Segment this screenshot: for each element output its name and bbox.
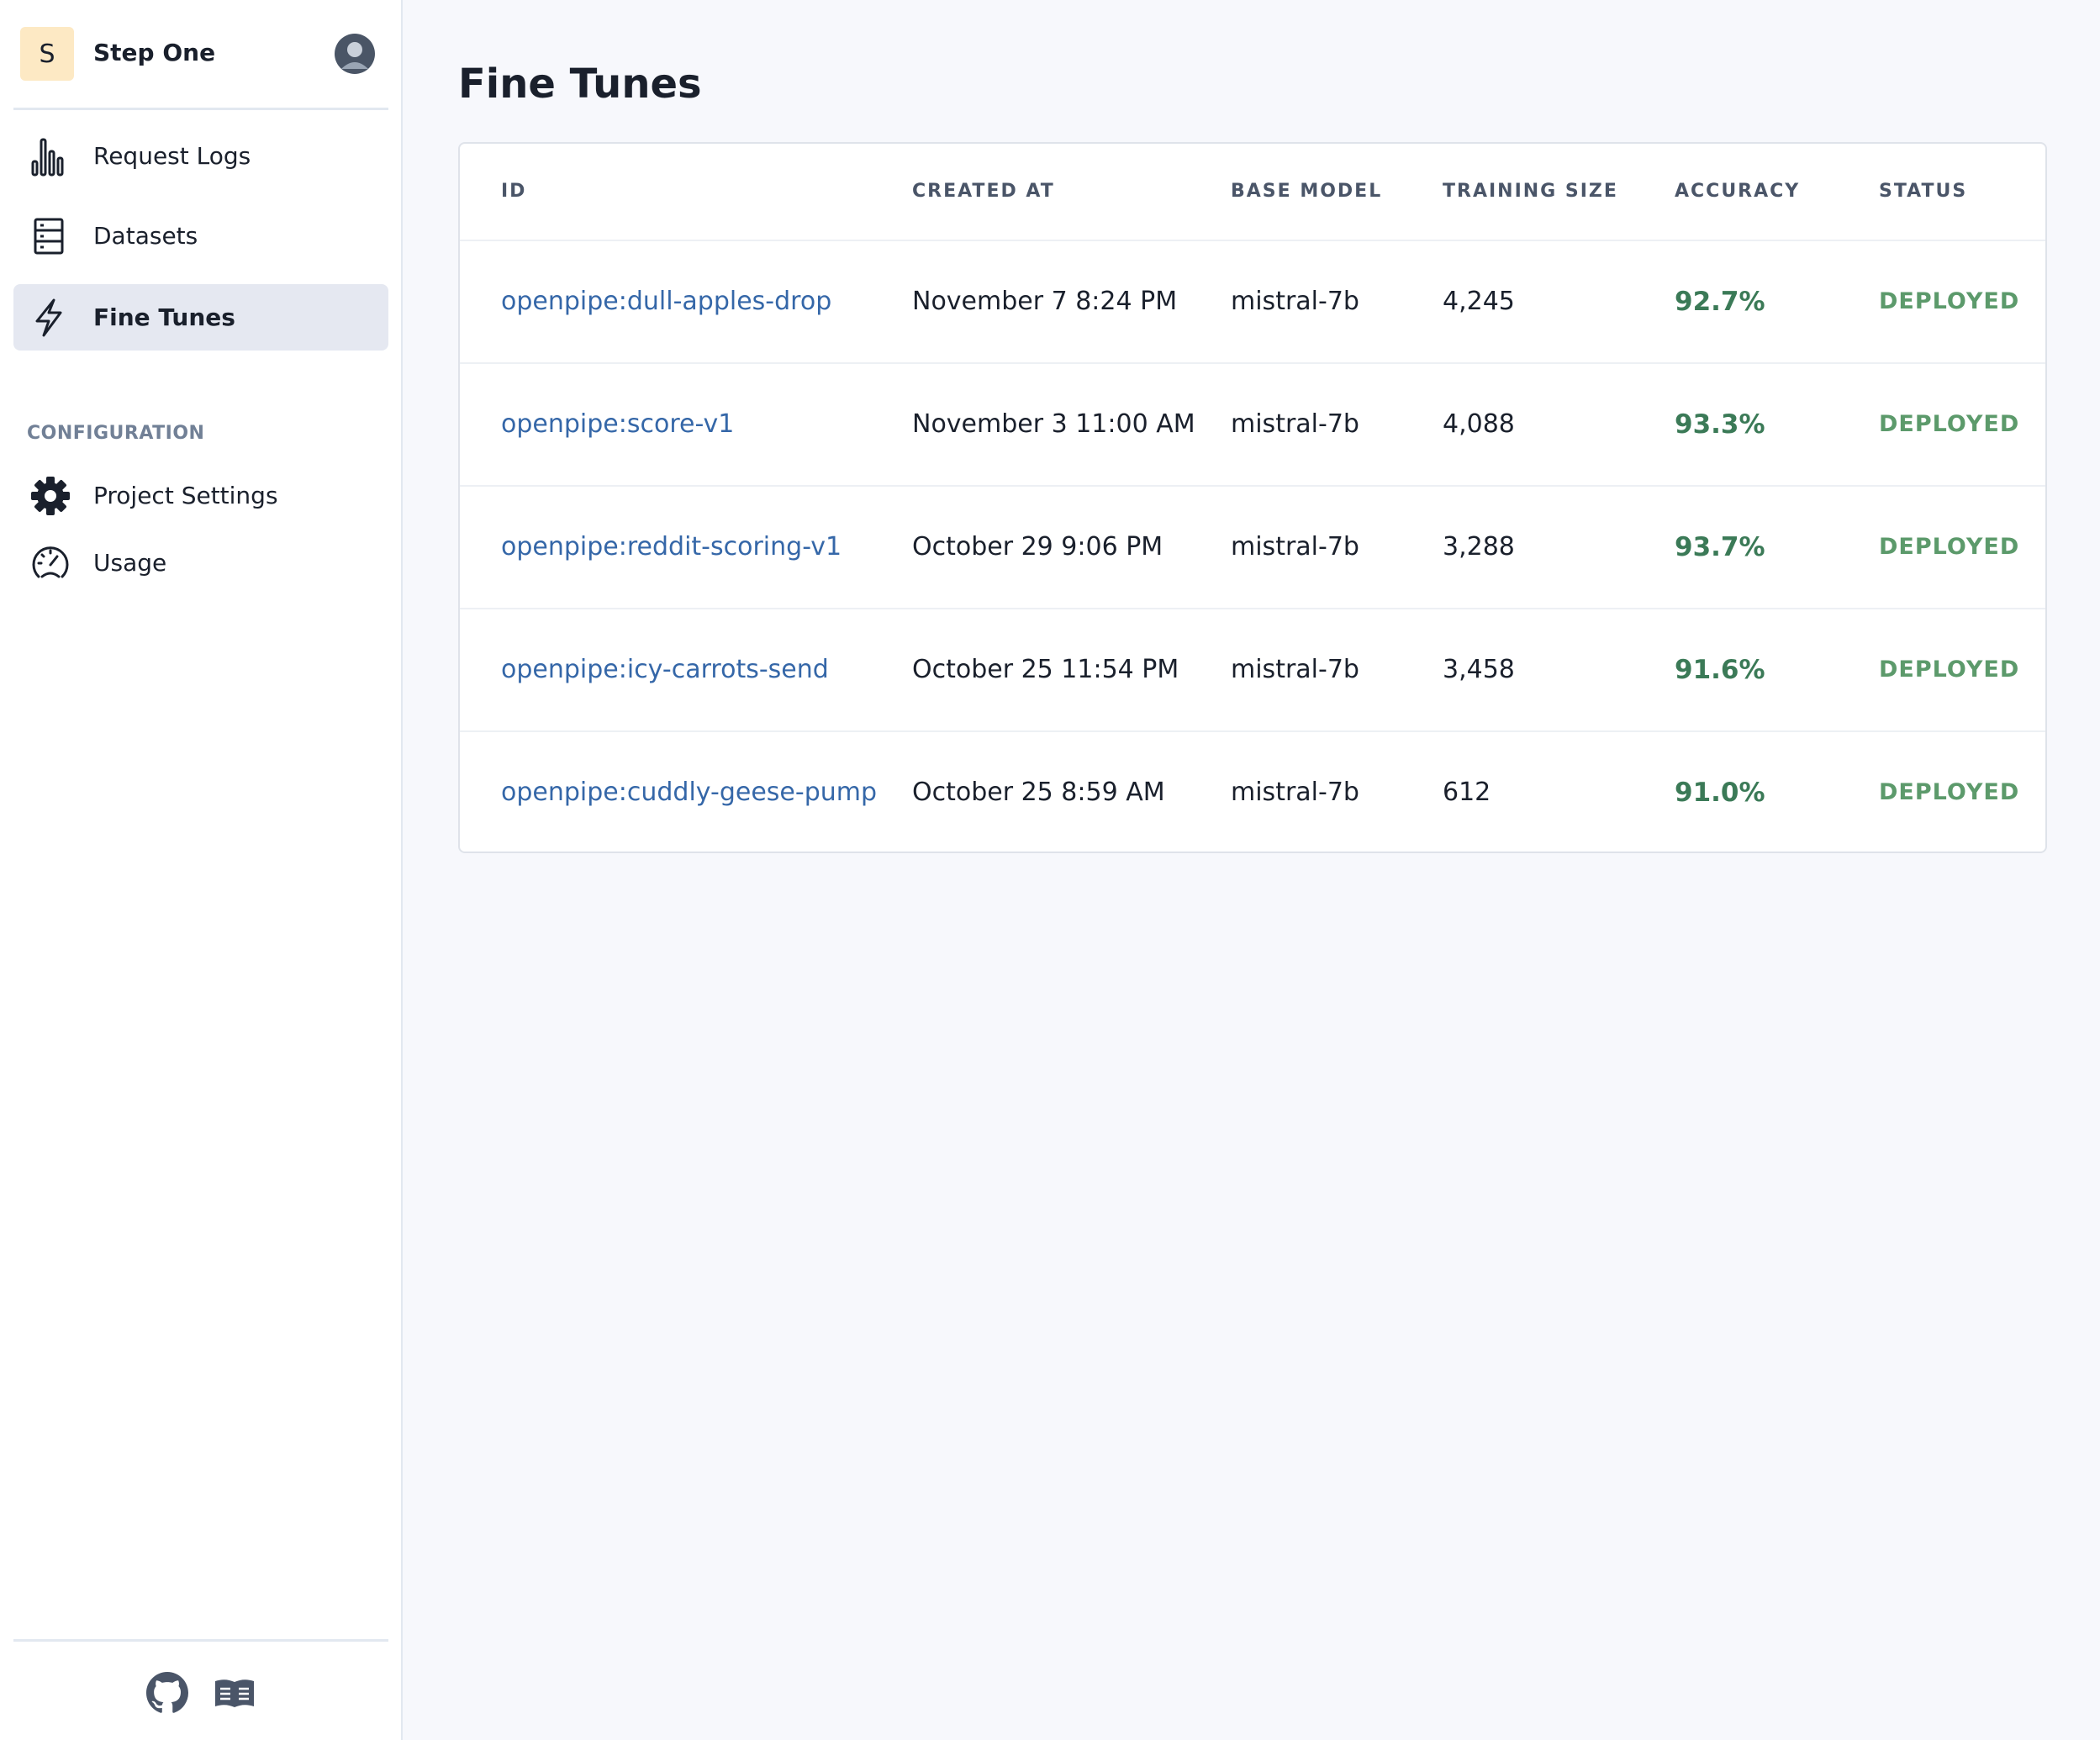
section-label: CONFIGURATION (27, 423, 205, 444)
base-model: mistral-7b (1231, 363, 1443, 487)
training-size: 3,458 (1443, 609, 1675, 732)
header-row: ID CREATED AT BASE MODEL TRAINING SIZE ACCUR… (460, 144, 2045, 241)
table-card: ID CREATED AT BASE MODEL TRAINING SIZE ACCUR… (458, 142, 2047, 853)
project-initial[interactable]: S (20, 27, 74, 81)
fine-tune-id[interactable]: openpipe:score-v1 (460, 363, 912, 487)
nav-usage[interactable]: Usage (13, 530, 388, 596)
nav-fine-tunes[interactable]: Fine Tunes (13, 284, 388, 351)
icon-bolt (35, 298, 62, 336)
divider (13, 108, 388, 110)
project-name[interactable]: Step One (93, 39, 216, 66)
nav-label: Fine Tunes (93, 303, 235, 331)
accuracy: 92.7% (1675, 240, 1879, 364)
fine-tune-id[interactable]: openpipe:dull-apples-drop (460, 240, 912, 364)
column-header: ID (460, 144, 912, 241)
table-row[interactable]: openpipe:cuddly-geese-pump October 25 8:5… (460, 731, 2045, 852)
column-header: ACCURACY (1675, 144, 1879, 241)
created-at: November 3 11:00 AM (912, 363, 1231, 487)
fine-tune-id[interactable]: openpipe:icy-carrots-send (460, 609, 912, 732)
column-header: TRAINING SIZE (1443, 144, 1675, 241)
created-at: October 25 11:54 PM (912, 609, 1231, 732)
column-header: BASE MODEL (1231, 144, 1443, 241)
page-title: Fine Tunes (458, 61, 702, 108)
status: DEPLOYED (1879, 779, 2020, 805)
column-header: CREATED AT (912, 144, 1231, 241)
nav-label: Request Logs (93, 142, 251, 170)
accuracy: 93.7% (1675, 486, 1879, 609)
status: DEPLOYED (1879, 609, 2045, 732)
accuracy: 91.0% (1675, 778, 1765, 808)
nav-project-settings[interactable]: Project Settings (13, 462, 388, 529)
avatar[interactable] (335, 34, 375, 74)
training-size: 612 (1443, 778, 1491, 807)
nav-datasets[interactable]: Datasets (13, 203, 388, 269)
base-model: mistral-7b (1231, 486, 1443, 609)
created-at: October 29 9:06 PM (912, 486, 1231, 609)
icon-dataset (34, 218, 64, 254)
nav-label: Datasets (93, 222, 198, 250)
icon-gear (31, 476, 70, 515)
fine-tunes-table: ID CREATED AT BASE MODEL TRAINING SIZE ACCUR… (460, 144, 2045, 852)
icon-chart (31, 138, 64, 176)
sidebar: S Step One Request Logs Datasets Fine Tu… (0, 0, 403, 1740)
status: DEPLOYED (1879, 486, 2045, 609)
created-at: October 25 8:59 AM (912, 778, 1165, 807)
table-row[interactable]: openpipe:reddit-scoring-v1 October 29 9:0… (460, 486, 2045, 609)
github-link[interactable] (146, 1672, 188, 1714)
column-header: STATUS (1879, 144, 2045, 241)
fine-tune-id[interactable]: openpipe:cuddly-geese-pump (501, 778, 878, 807)
accuracy: 93.3% (1675, 363, 1879, 487)
nav-label: Project Settings (93, 482, 278, 509)
created-at: November 7 8:24 PM (912, 240, 1231, 364)
base-model: mistral-7b (1231, 240, 1443, 364)
nav-label: Usage (93, 549, 167, 577)
training-size: 4,245 (1443, 240, 1675, 364)
base-model: mistral-7b (1231, 609, 1443, 732)
training-size: 4,088 (1443, 363, 1675, 487)
status: DEPLOYED (1879, 363, 2045, 487)
training-size: 3,288 (1443, 486, 1675, 609)
icon-gauge (32, 546, 69, 577)
base-model: mistral-7b (1231, 778, 1359, 807)
fine-tune-id[interactable]: openpipe:reddit-scoring-v1 (460, 486, 912, 609)
nav-request-logs[interactable]: Request Logs (13, 123, 388, 189)
table-row[interactable]: openpipe:icy-carrots-send October 25 11:5… (460, 609, 2045, 732)
table-row[interactable]: openpipe:dull-apples-drop November 7 8:24… (460, 240, 2045, 364)
accuracy: 91.6% (1675, 609, 1879, 732)
divider (13, 1639, 388, 1642)
status: DEPLOYED (1879, 240, 2045, 364)
docs-link[interactable] (214, 1678, 256, 1710)
table-body: openpipe:dull-apples-drop November 7 8:24… (460, 240, 2045, 852)
table-row[interactable]: openpipe:score-v1 November 3 11:00 AM mist… (460, 363, 2045, 487)
